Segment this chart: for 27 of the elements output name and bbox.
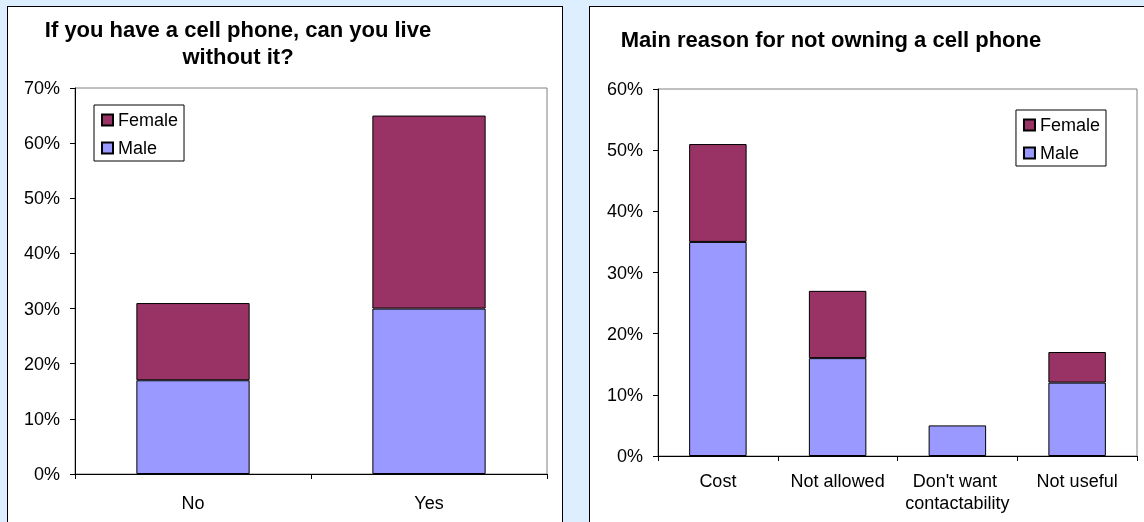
legend-label: Female (118, 110, 179, 130)
x-tick-label: Cost (699, 471, 737, 491)
x-tick-label: No (181, 493, 205, 513)
chart-title: If you have a cell phone, can you live without it? (43, 16, 433, 70)
legend-label: Female (1039, 115, 1101, 135)
x-tick-label: Don't want contactability (905, 471, 1010, 513)
x-tick-label: Yes (414, 493, 444, 513)
x-tick-label: Not allowed (790, 471, 885, 491)
y-tick-label: 60% (606, 79, 643, 99)
y-tick-label: 0% (33, 464, 60, 484)
legend-label: Male (118, 138, 158, 158)
y-tick-label: 0% (616, 446, 643, 466)
x-tick-label: Not useful (1036, 471, 1118, 491)
y-tick-label: 50% (606, 140, 643, 161)
y-tick-label: 10% (23, 408, 60, 429)
y-tick-label: 30% (23, 298, 60, 319)
y-tick-label: 40% (606, 201, 643, 222)
y-tick-label: 50% (23, 188, 60, 209)
y-tick-label: 30% (606, 262, 643, 283)
y-tick-label: 60% (23, 133, 60, 154)
y-tick-label: 20% (23, 353, 60, 374)
y-tick-label: 40% (23, 243, 60, 264)
y-tick-label: 20% (606, 323, 643, 344)
y-tick-label: 70% (23, 78, 60, 98)
legend-label: Male (1039, 143, 1079, 163)
y-tick-label: 10% (606, 384, 643, 405)
chart-title: Main reason for not owning a cell phone (619, 26, 1043, 53)
